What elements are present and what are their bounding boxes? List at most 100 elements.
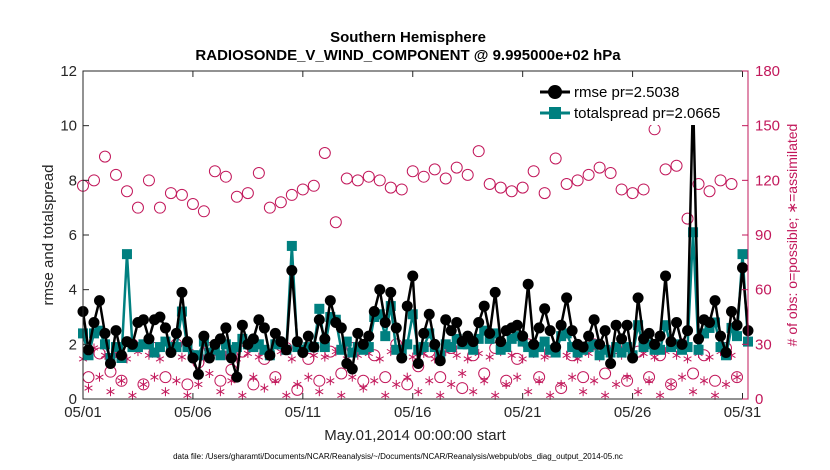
obs-possible-point <box>439 172 452 185</box>
y-tick-left-label: 2 <box>69 336 77 353</box>
rmse-point <box>308 341 320 353</box>
totalspread-point <box>385 301 396 312</box>
rmse-point <box>313 314 325 326</box>
chart-subtitle: RADIOSONDE_V_WIND_COMPONENT @ 9.995000e+… <box>195 47 621 64</box>
obs-assimilated-point <box>260 383 269 393</box>
obs-possible-point <box>626 187 639 200</box>
y-tick-right-label: 180 <box>755 63 780 80</box>
obs-possible-point <box>560 177 573 190</box>
y-tick-right-label: 0 <box>755 391 763 408</box>
x-tick-label: 05/16 <box>394 404 432 421</box>
rmse-series <box>77 90 754 383</box>
obs-assimilated-point <box>721 379 731 389</box>
obs-assimilated-point <box>524 387 533 397</box>
obs-possible-point <box>296 183 309 196</box>
obs-possible-point <box>263 201 276 214</box>
obs-assimilated-point <box>546 390 555 400</box>
totalspread-point <box>374 309 385 320</box>
totalspread-point <box>110 342 121 353</box>
totalspread-point <box>682 342 693 353</box>
obs-assimilated-point <box>161 387 170 397</box>
rmse-point <box>176 286 188 298</box>
obs-possible-point <box>725 177 738 190</box>
chart-title: Southern Hemisphere <box>330 29 486 46</box>
obs-assimilated-point <box>699 376 709 386</box>
obs-possible-point <box>478 367 491 380</box>
data-file-footnote: data file: /Users/gharamti/Documents/NCA… <box>173 452 623 461</box>
rmse-point <box>418 327 430 339</box>
totalspread-point <box>600 344 611 355</box>
obs-possible-point <box>461 168 474 181</box>
obs-assimilated-point <box>282 390 291 400</box>
rmse-point <box>165 347 177 359</box>
totalspread-point <box>171 342 182 353</box>
rmse-point <box>231 371 243 383</box>
rmse-point <box>616 333 628 345</box>
obs-possible-point <box>582 168 595 181</box>
totalspread-point <box>391 344 402 355</box>
rmse-point <box>566 325 578 337</box>
obs-assimilated-point <box>238 390 247 400</box>
rmse-point <box>110 325 122 337</box>
obs-assimilated-point <box>683 354 692 364</box>
obs-assimilated-point <box>370 376 379 386</box>
obs-assimilated-point <box>304 372 313 382</box>
obs-possible-point <box>637 183 650 196</box>
totalspread-point <box>462 339 473 350</box>
rmse-point <box>363 330 375 342</box>
y-tick-right-label: 60 <box>755 282 772 299</box>
rmse-point <box>280 344 292 356</box>
totalspread-point <box>732 331 743 342</box>
obs-assimilated-point <box>677 372 687 382</box>
rmse-point <box>627 352 639 364</box>
totalspread-point <box>539 336 550 347</box>
obs-possible-point <box>373 174 386 187</box>
obs-possible-point <box>456 382 469 395</box>
x-tick-label: 05/01 <box>64 404 102 421</box>
totalspread-point <box>501 342 512 353</box>
obs-assimilated-point <box>589 376 599 386</box>
obs-possible-point <box>703 185 716 198</box>
obs-assimilated-point <box>513 372 522 382</box>
rmse-point <box>473 316 485 328</box>
y-tick-left-label: 6 <box>69 227 77 244</box>
obs-possible-point <box>577 371 590 384</box>
totalspread-point <box>215 350 226 361</box>
rmse-point <box>731 319 743 331</box>
x-axis: 05/01 05/06 05/11 05/16 05/21 05/26 05/31 <box>64 71 761 421</box>
legend-rmse-marker <box>548 85 562 99</box>
obs-possible-point <box>252 167 265 180</box>
obs-assimilated-point <box>337 390 346 400</box>
obs-possible-point <box>417 170 430 183</box>
rmse-point <box>539 303 551 315</box>
totalspread-point <box>440 339 451 350</box>
obs-assimilated-point <box>84 383 93 393</box>
obs-assimilated-point <box>315 387 324 397</box>
obs-possible-point <box>247 378 260 391</box>
totalspread-point <box>451 333 462 344</box>
obs-assimilated-point <box>600 390 610 400</box>
obs-assimilated-point <box>655 390 665 400</box>
obs-possible-point <box>285 188 298 201</box>
x-tick-label: 05/21 <box>504 404 542 421</box>
rmse-point <box>533 322 545 334</box>
obs-assimilated-point <box>540 352 549 362</box>
rmse-point <box>302 330 314 342</box>
totalspread-point <box>149 347 160 358</box>
rmse-point <box>357 338 369 350</box>
obs-assimilated-point <box>611 379 621 389</box>
rmse-point <box>374 284 386 296</box>
totalspread-point <box>655 344 666 355</box>
rmse-point <box>170 327 182 339</box>
totalspread-point <box>418 342 429 353</box>
rmse-point <box>594 338 606 350</box>
obs-possible-point <box>208 165 221 178</box>
totalspread-point <box>446 342 457 353</box>
obs-possible-point <box>670 159 683 172</box>
rmse-point <box>610 319 622 331</box>
x-tick-label: 05/31 <box>724 404 762 421</box>
totalspread-point <box>347 347 358 358</box>
obs-possible-point <box>241 187 254 200</box>
obs-assimilated-point <box>177 352 187 362</box>
obs-possible-point <box>318 147 331 159</box>
